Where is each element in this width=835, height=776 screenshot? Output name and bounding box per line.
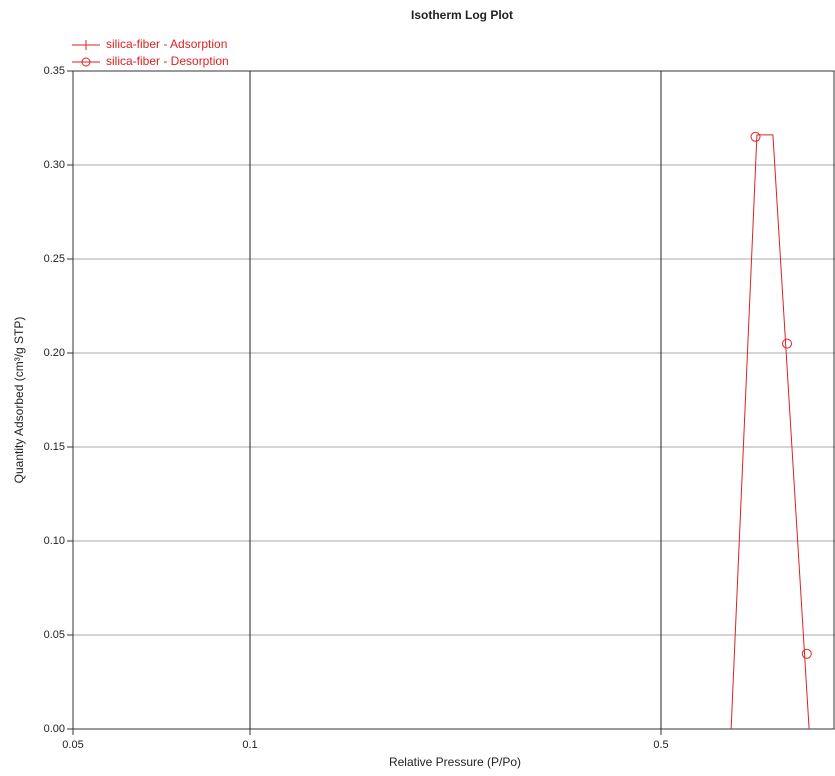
chart-title: Isotherm Log Plot <box>411 8 513 22</box>
y-tick-label: 0.10 <box>44 535 65 547</box>
y-tick-label: 0.00 <box>44 723 65 735</box>
data-point <box>782 338 793 349</box>
plot-frame <box>72 70 835 730</box>
legend-label: silica-fiber - Desorption <box>106 54 229 68</box>
x-tick-label: 0.05 <box>62 739 83 751</box>
y-tick-label: 0.20 <box>44 347 65 359</box>
data-point <box>750 131 761 142</box>
x-axis-label: Relative Pressure (P/Po) <box>389 755 521 769</box>
y-axis-label: Quantity Adsorbed (cm³/g STP) <box>12 317 26 484</box>
series-line <box>730 134 810 730</box>
data-point <box>801 648 812 659</box>
legend-label: silica-fiber - Adsorption <box>106 37 227 51</box>
y-tick-label: 0.25 <box>44 253 65 265</box>
x-tick-label: 0.5 <box>653 739 668 751</box>
legend-marker <box>81 57 91 67</box>
y-tick-label: 0.05 <box>44 629 65 641</box>
y-tick-label: 0.30 <box>44 159 65 171</box>
y-tick-label: 0.35 <box>44 65 65 77</box>
y-tick-label: 0.15 <box>44 441 65 453</box>
x-tick-label: 0.1 <box>242 739 257 751</box>
